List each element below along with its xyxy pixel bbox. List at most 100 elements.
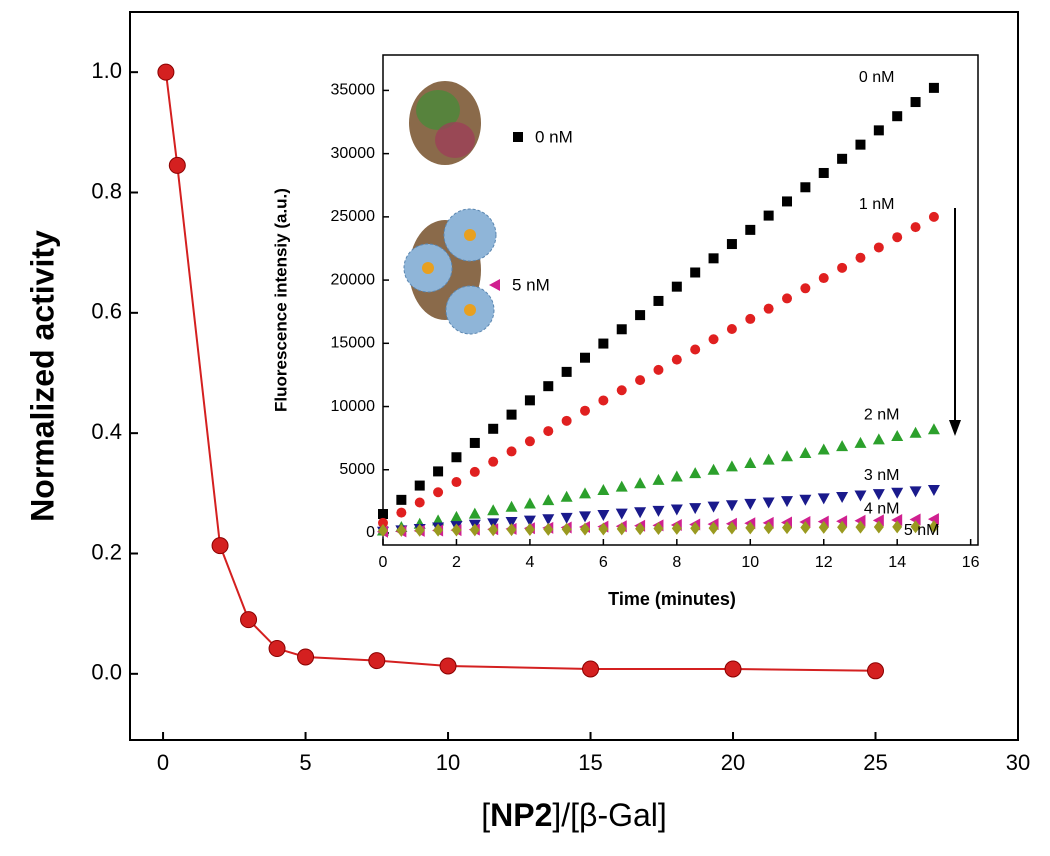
marker [671, 521, 682, 535]
marker [690, 267, 701, 278]
y-tick-label: 0 [366, 524, 375, 541]
nanoparticle-core [422, 262, 434, 274]
marker [433, 487, 444, 498]
marker [708, 521, 719, 535]
y-tick-label: 0.0 [91, 660, 122, 685]
enzyme-blob [435, 122, 475, 158]
marker [439, 657, 457, 675]
x-tick-label: 10 [741, 554, 759, 571]
marker [818, 167, 829, 178]
y-tick-label: 0.2 [91, 539, 122, 564]
marker [708, 253, 719, 264]
marker [598, 395, 609, 406]
marker [505, 516, 518, 528]
marker [524, 522, 535, 536]
x-tick-label: 2 [452, 554, 461, 571]
marker [873, 242, 884, 253]
marker [707, 463, 720, 475]
x-tick-label: 20 [721, 750, 745, 775]
nanoparticle-core [464, 304, 476, 316]
marker [762, 497, 775, 509]
marker [891, 429, 904, 441]
marker [817, 493, 830, 505]
marker [891, 487, 904, 499]
legend-label: 0 nM [535, 127, 573, 146]
x-tick-label: 4 [525, 554, 534, 571]
marker [634, 507, 647, 519]
marker [579, 487, 592, 499]
marker [725, 460, 738, 472]
y-tick-label: 25000 [331, 208, 376, 225]
marker [689, 503, 702, 515]
x-tick-label: 0 [157, 750, 169, 775]
marker [652, 505, 665, 517]
marker [378, 523, 388, 537]
x-axis-label-part: [ [481, 797, 490, 833]
marker [469, 523, 480, 537]
enzyme-blob [416, 90, 460, 130]
marker [414, 523, 425, 537]
marker [488, 523, 499, 537]
marker [487, 504, 500, 516]
marker [854, 436, 867, 448]
marker [928, 211, 939, 222]
marker [892, 111, 903, 122]
marker [726, 521, 737, 535]
marker [378, 509, 388, 520]
y-tick-label: 30000 [331, 145, 376, 162]
marker [855, 139, 866, 150]
marker [671, 354, 682, 365]
x-tick-label: 10 [436, 750, 460, 775]
marker [891, 513, 903, 526]
marker [580, 405, 591, 416]
x-axis-label-part: NP2 [490, 797, 552, 833]
marker [616, 324, 627, 335]
marker [451, 523, 462, 537]
marker [582, 660, 600, 678]
marker [799, 446, 812, 458]
marker [670, 504, 683, 516]
marker [396, 523, 407, 537]
y-tick-label: 35000 [331, 82, 376, 99]
marker [542, 494, 555, 506]
marker [910, 97, 921, 108]
marker [597, 510, 610, 522]
marker [579, 511, 592, 523]
x-axis-label: [NP2]/[β-Gal] [481, 797, 667, 833]
marker [927, 484, 940, 496]
y-tick-label: 0.8 [91, 178, 122, 203]
marker [513, 132, 523, 142]
marker [726, 239, 737, 250]
marker [396, 507, 407, 518]
series-label: 4 nM [864, 500, 900, 517]
marker [708, 334, 719, 345]
marker [873, 520, 884, 534]
marker [782, 293, 793, 304]
marker [763, 303, 774, 314]
marker [506, 409, 517, 420]
marker [726, 324, 737, 335]
y-tick-label: 1.0 [91, 58, 122, 83]
marker [818, 273, 829, 284]
marker [928, 82, 939, 93]
marker [597, 483, 610, 495]
marker [506, 446, 517, 457]
marker [872, 433, 885, 445]
marker [670, 470, 683, 482]
marker [543, 522, 554, 536]
marker [451, 452, 462, 463]
marker [414, 497, 425, 508]
marker [928, 520, 939, 534]
marker [414, 480, 425, 491]
marker [690, 521, 701, 535]
marker [671, 281, 682, 292]
marker [560, 512, 573, 524]
marker [505, 500, 518, 512]
marker [542, 514, 555, 526]
y-axis-label: Normalized activity [24, 230, 60, 522]
marker [763, 521, 774, 535]
marker [615, 508, 628, 520]
marker [800, 182, 811, 193]
